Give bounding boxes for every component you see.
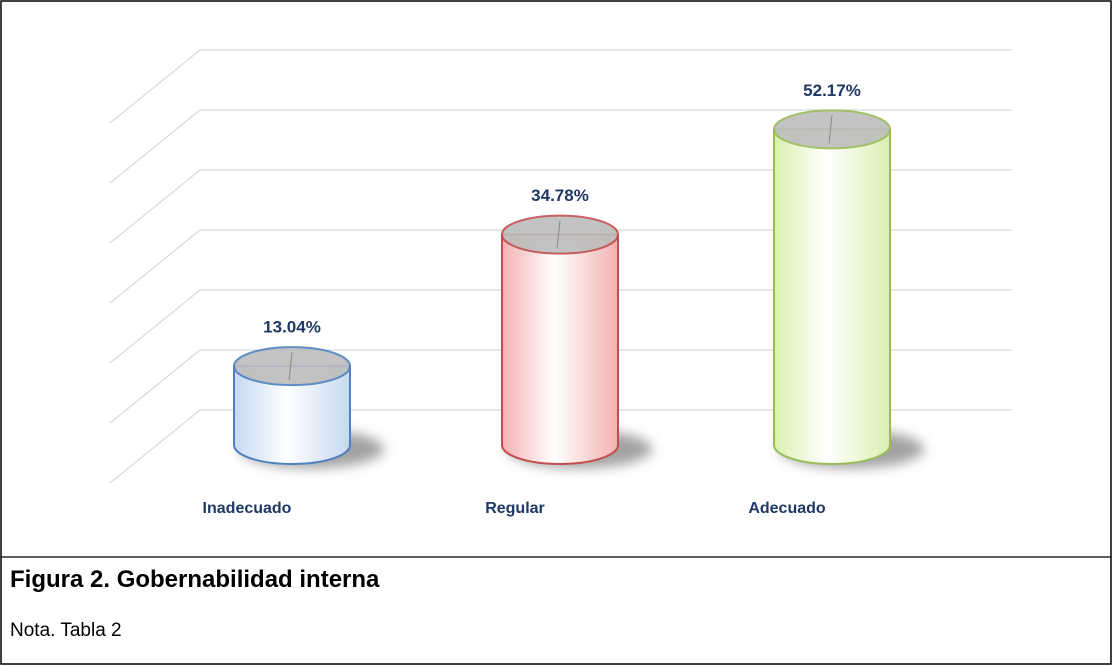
bar [773, 128, 891, 465]
value-label: 34.78% [531, 186, 589, 205]
grid-line-side [109, 169, 201, 244]
note: Nota. Tabla 2 [10, 620, 122, 641]
value-label: 13.04% [263, 318, 321, 337]
value-label: 52.17% [803, 81, 861, 100]
bar [501, 233, 619, 465]
x-tick-label: Adecuado [748, 500, 826, 517]
bar-top [233, 346, 351, 387]
grid-line-side [109, 109, 201, 184]
caption: Figura 2. Gobernabilidad interna [10, 566, 380, 593]
leader [288, 352, 293, 381]
grid-line-side [109, 409, 201, 484]
leader [828, 115, 833, 144]
grid-line-side [109, 349, 201, 424]
grid-line-side [109, 289, 201, 364]
x-tick-label: Inadecuado [203, 500, 292, 517]
bar [233, 365, 351, 465]
bar-top [501, 214, 619, 255]
leader [556, 220, 561, 249]
bar-top [773, 109, 891, 150]
x-tick-label: Regular [485, 500, 545, 517]
grid-line-side [109, 49, 201, 124]
grid-line-side [109, 229, 201, 304]
